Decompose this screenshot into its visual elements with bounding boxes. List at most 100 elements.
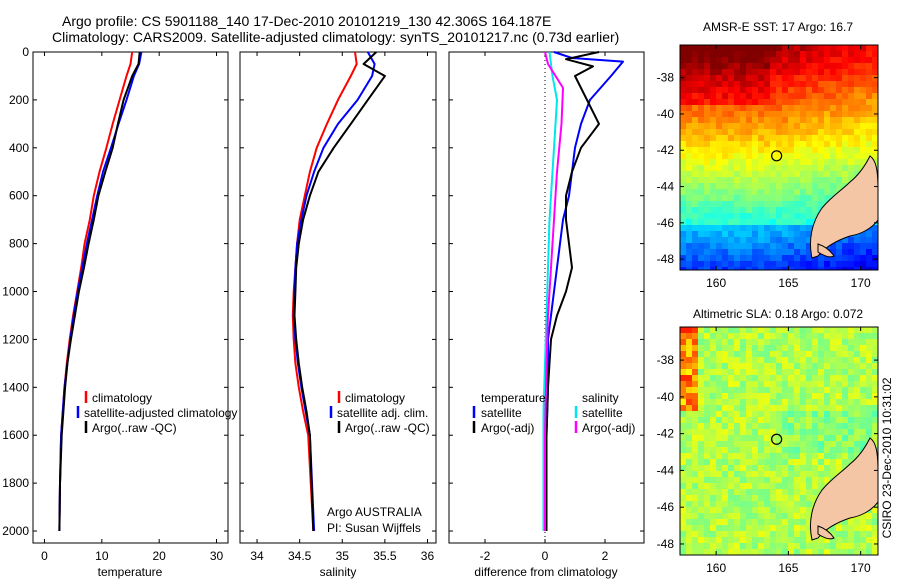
map-cell (716, 333, 722, 339)
map-cell (734, 495, 740, 501)
map-cell (848, 75, 854, 81)
map-cell (836, 405, 842, 411)
map-cell (764, 231, 770, 237)
map-cell (698, 111, 704, 117)
map-cell (782, 549, 788, 555)
map-cell (794, 69, 800, 75)
map-cell (848, 537, 854, 543)
map-cell (704, 81, 710, 87)
map-cell (770, 531, 776, 537)
map-cell (692, 135, 698, 141)
map-cell (692, 357, 698, 363)
map-cell (806, 369, 812, 375)
map-cell (692, 549, 698, 555)
map-cell (806, 75, 812, 81)
map-cell (746, 483, 752, 489)
map-cell (692, 531, 698, 537)
map-cell (794, 147, 800, 153)
map-cell (716, 351, 722, 357)
map-cell (704, 471, 710, 477)
map-cell (788, 423, 794, 429)
map-cell (836, 387, 842, 393)
map-cell (836, 123, 842, 129)
map-cell (788, 249, 794, 255)
map-cell (764, 243, 770, 249)
map-cell (800, 183, 806, 189)
map-cell (776, 267, 782, 270)
map-cell (842, 519, 848, 525)
map-cell (830, 69, 836, 75)
map-cell (854, 405, 860, 411)
map-cell (842, 45, 848, 51)
map-cell (872, 543, 878, 549)
map-cell (734, 225, 740, 231)
map-cell (806, 351, 812, 357)
map-cell (806, 147, 812, 153)
map-cell (866, 105, 872, 111)
map-cell (692, 201, 698, 207)
map-cell (758, 387, 764, 393)
map-cell (728, 171, 734, 177)
map-cell (734, 441, 740, 447)
map-cell (806, 117, 812, 123)
map-cell (746, 165, 752, 171)
map-cell (788, 93, 794, 99)
map-cell (746, 147, 752, 153)
map-cell (686, 459, 692, 465)
map-cell (680, 81, 686, 87)
map-cell (758, 225, 764, 231)
map-cell (746, 369, 752, 375)
map-cell (680, 129, 686, 135)
map-cell (692, 177, 698, 183)
map-cell (698, 189, 704, 195)
map-cell (782, 333, 788, 339)
map-cell (734, 105, 740, 111)
map-cell (722, 531, 728, 537)
map-cell (794, 435, 800, 441)
map-cell (698, 525, 704, 531)
map-cell (800, 507, 806, 513)
map-cell (818, 105, 824, 111)
map-cell (866, 537, 872, 543)
map-cell (818, 81, 824, 87)
map-cell (746, 531, 752, 537)
map-cell (788, 519, 794, 525)
map-cell (812, 435, 818, 441)
map-cell (734, 171, 740, 177)
map-cell (734, 219, 740, 225)
map-cell (776, 429, 782, 435)
map-cell (818, 153, 824, 159)
map-cell (740, 123, 746, 129)
map-cell (728, 123, 734, 129)
map-cell (704, 543, 710, 549)
map-cell (860, 423, 866, 429)
map-cell (872, 333, 878, 339)
map-cell (782, 219, 788, 225)
map-cell (830, 81, 836, 87)
map-cell (704, 249, 710, 255)
map-cell (782, 531, 788, 537)
map-cell (728, 135, 734, 141)
map-cell (710, 69, 716, 75)
map-cell (806, 201, 812, 207)
map-cell (800, 543, 806, 549)
map-cell (776, 375, 782, 381)
map-cell (722, 45, 728, 51)
map-cell (686, 381, 692, 387)
map-cell (830, 543, 836, 549)
map-cell (818, 357, 824, 363)
map-cell (770, 369, 776, 375)
map-cell (716, 93, 722, 99)
map-cell (770, 357, 776, 363)
map-cell (698, 369, 704, 375)
map-cell (818, 471, 824, 477)
map-cell (830, 45, 836, 51)
map-cell (686, 123, 692, 129)
map-cell (812, 63, 818, 69)
map-cell (812, 177, 818, 183)
map-cell (824, 99, 830, 105)
map-cell (794, 513, 800, 519)
map-cell (854, 435, 860, 441)
map-cell (764, 69, 770, 75)
map-cell (758, 423, 764, 429)
